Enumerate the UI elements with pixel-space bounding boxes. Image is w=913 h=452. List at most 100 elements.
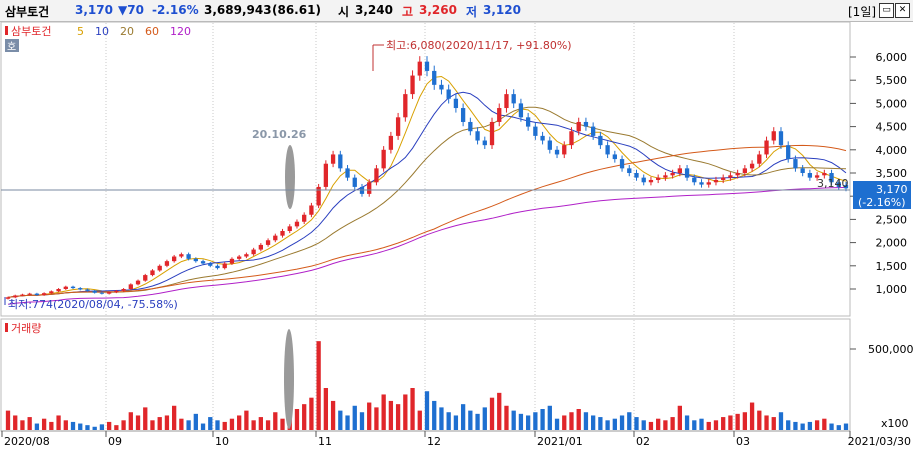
candle-body [323,163,329,187]
price-tick-label: 2,500 [876,213,908,226]
grid-lines [105,23,735,430]
last-price-box [853,181,911,209]
candle-body [5,297,11,299]
candle-body [121,289,126,291]
stock-chart[interactable]: 삼부토건 5 10 20 60 120 호 최고:6,080(2020/11/1… [0,21,913,452]
volume-bar [157,417,162,430]
volume-bar [562,415,567,430]
price-tick-label: 4,000 [876,144,908,157]
ma120-line [7,186,847,305]
volume-legend-marker [5,323,8,332]
candle-body [27,293,32,295]
volume-bar [619,415,625,430]
volume-bar [446,412,451,430]
restore-button[interactable]: ▭ [879,3,894,18]
price-axis: 6,0005,5005,0004,5004,0003,5003,0002,500… [850,51,907,296]
volume-bar [135,415,141,430]
price-change: ▼70 [118,3,144,17]
candle-body [265,240,271,245]
volume-bar [598,417,603,430]
candle-body [728,175,733,178]
period-selector[interactable]: [1일] [848,5,877,19]
volume-bar [836,425,841,430]
high-price: 3,260 [419,3,457,17]
last-price-label: 3,170 [876,183,908,196]
close-button[interactable]: ✕ [895,3,910,18]
volume-bar [540,409,545,430]
volume-bar [432,400,437,430]
candle-body [489,121,495,146]
volume-bar [280,418,285,430]
volume-bar [699,418,704,430]
volume-bar [554,418,560,430]
candle-body [706,182,711,185]
candle-body [778,131,784,146]
candle-body [468,121,473,132]
candle-body [453,98,459,109]
volume-ratio: (86.61) [272,3,321,17]
candle-body [475,131,480,141]
price-tick-label: 4,500 [876,121,908,134]
candle-body [352,177,357,187]
volume-bar [395,404,401,430]
volume-bar [5,410,11,430]
volume-bar [208,417,213,430]
candle-body [843,185,849,189]
volume-bar [258,417,263,430]
volume-bar [670,417,675,430]
candle-body [395,117,401,136]
candle-body [374,168,379,183]
volume-bar [706,421,711,430]
event-highlight [285,145,295,209]
candle-body [143,275,148,281]
volume-bar [814,420,820,430]
volume-bar [569,412,574,430]
volume-bar [829,423,834,430]
candle-body [648,179,654,183]
candle-body [786,145,791,160]
volume-bar [807,421,813,430]
volume-bar [648,421,654,430]
volume-bar [403,394,408,430]
candle-body [591,126,596,136]
candle-body [99,292,105,294]
candle-body [518,103,524,118]
candle-body [172,256,177,262]
volume-bar [692,420,697,430]
volume-bar [482,407,487,430]
volume-bar [749,402,755,430]
candle-body [627,168,632,173]
legend-stock-name: 삼부토건 [11,25,51,38]
candle-body [403,94,408,118]
volume-bar [330,400,336,430]
volume-bar [547,405,552,430]
volume-bars [5,341,849,430]
volume-bar [793,421,798,430]
candle-body [619,159,625,169]
candle-body [78,288,83,290]
volume-bar [424,391,430,430]
volume-bar [460,404,466,430]
stock-name: 삼부토건 [5,5,50,19]
volume-bar [323,388,329,430]
volume-bar [13,415,18,430]
volume-bar [85,425,90,430]
volume-bar [764,415,769,430]
volume-bar [822,418,827,430]
volume-bar [359,412,365,430]
candle-body [749,163,755,169]
h-badge-label: 호 [7,41,16,53]
volume-bar [128,412,133,430]
candle-body [70,286,76,289]
h-badge[interactable] [5,39,19,52]
volume-bar [641,420,646,430]
candle-body [576,121,581,132]
volume-bar [229,418,235,430]
candle-body [237,256,242,259]
volume-bar [677,405,682,430]
volume-bar [684,415,690,430]
candle-body [106,292,112,294]
x-axis: 2020/08 09 10 11 12 2021/01 02 03 2021/03/30 [1,431,911,448]
volume-bar [410,388,415,430]
candle-body [258,244,263,250]
